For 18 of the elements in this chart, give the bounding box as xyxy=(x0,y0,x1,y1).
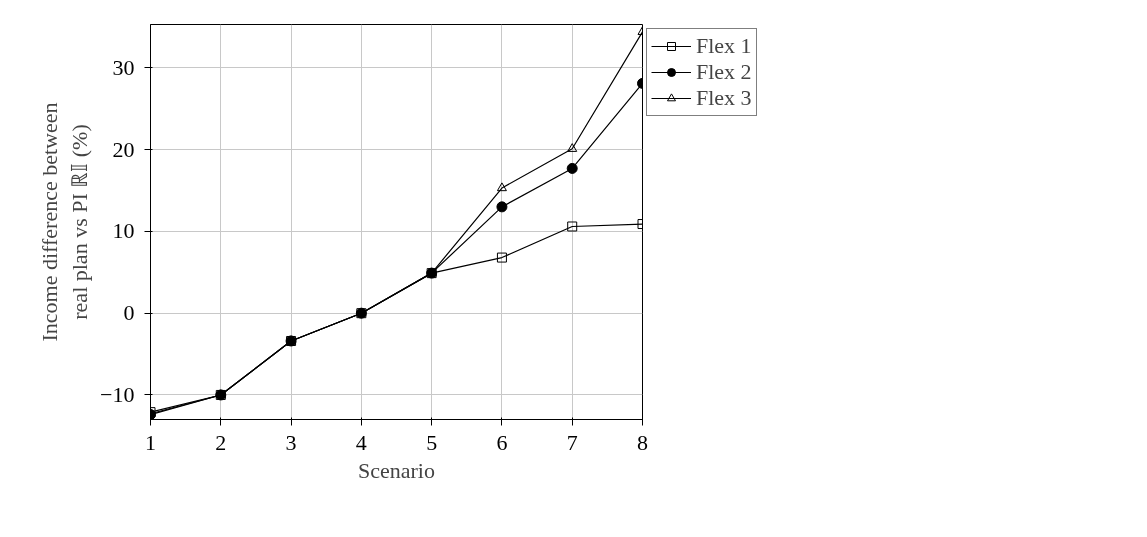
y-tick-label: 30 xyxy=(112,54,135,80)
x-tick-label: 6 xyxy=(496,429,508,455)
x-tick-label: 2 xyxy=(215,429,227,455)
x-tick-label: 7 xyxy=(566,429,578,455)
y-tick-label: 20 xyxy=(112,136,135,162)
y-tick-label: 10 xyxy=(112,218,135,244)
legend-label: Flex 2 xyxy=(696,59,752,85)
legend-label: Flex 3 xyxy=(696,85,752,111)
x-tick-label: 1 xyxy=(145,429,156,455)
y-tick-label: 0 xyxy=(123,300,135,326)
y-axis-title: Income difference between real plan vs PI ℝ𝕀 (%) xyxy=(37,102,93,342)
legend-label: Flex 1 xyxy=(696,33,752,59)
x-tick-label: 4 xyxy=(355,429,367,455)
x-tick-label: 8 xyxy=(637,429,648,455)
x-tick-label: 5 xyxy=(426,429,438,455)
x-axis-title: Scenario xyxy=(358,457,435,483)
y-tick-label: −10 xyxy=(100,381,135,407)
x-tick-label: 3 xyxy=(285,429,297,455)
